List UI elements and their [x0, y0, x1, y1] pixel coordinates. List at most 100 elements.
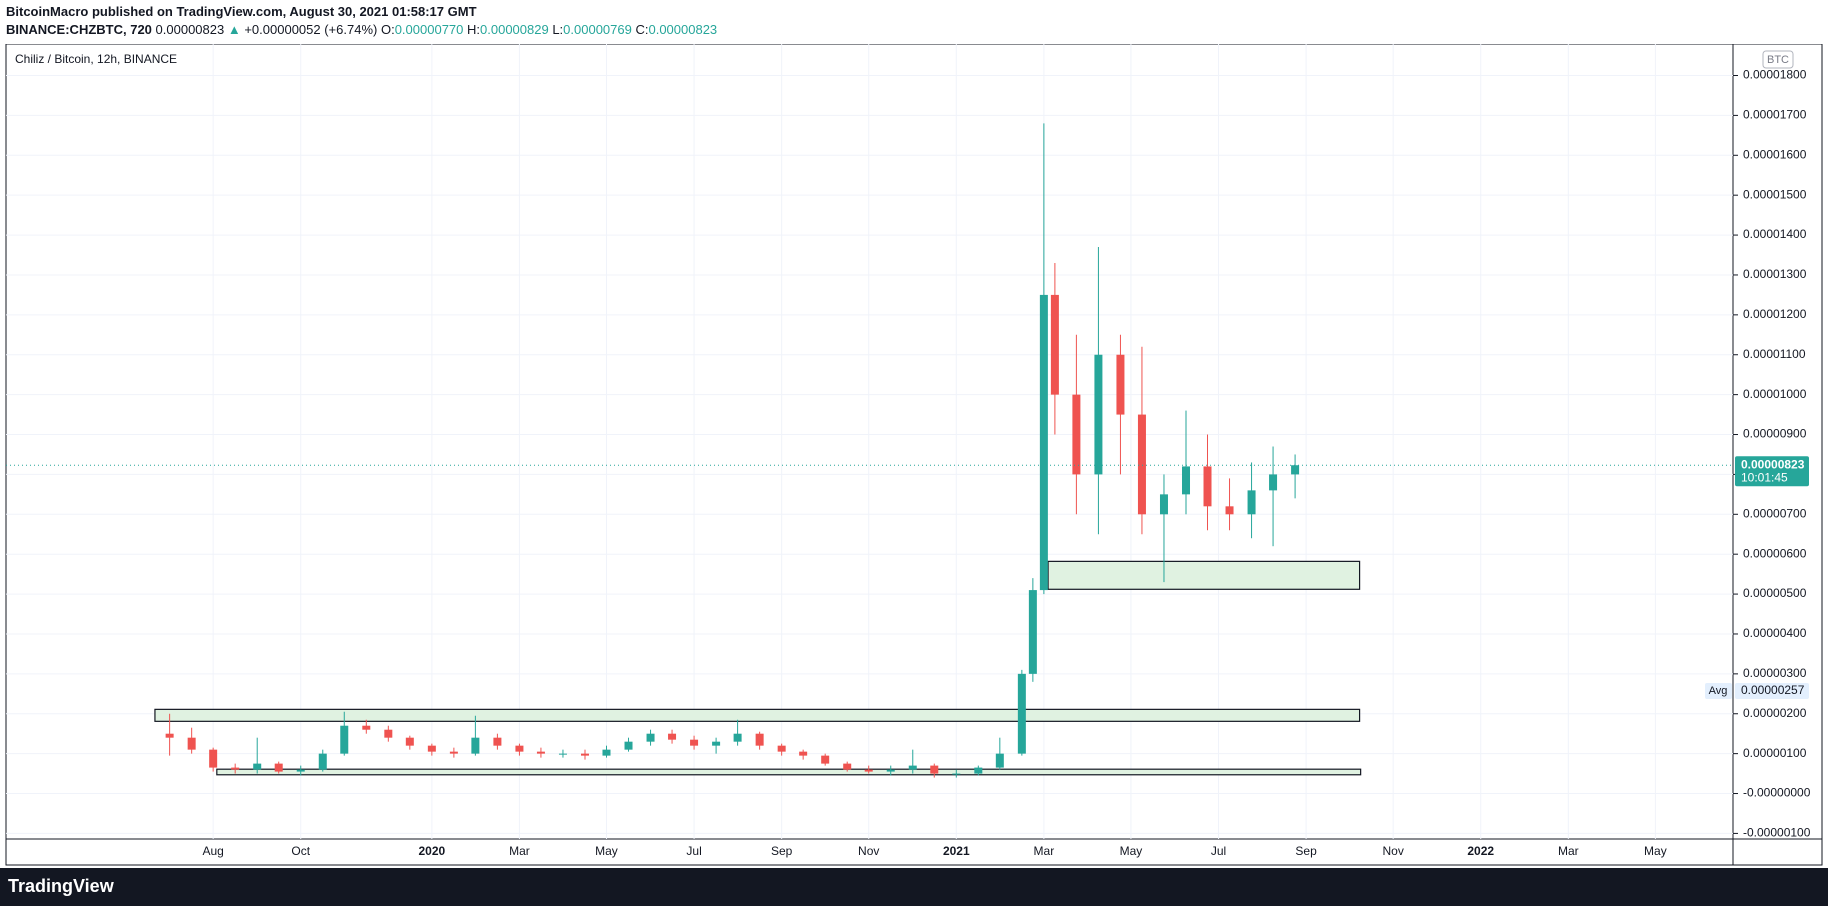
frame — [5, 44, 1823, 866]
o-label: O: — [380, 22, 395, 37]
y-tick-label: 0.00001600 — [1743, 147, 1807, 161]
candle-body — [1159, 494, 1168, 515]
x-tick-label: Aug — [202, 844, 223, 858]
candle-body — [908, 765, 917, 770]
avg-value-label: 0.00000257 — [1741, 683, 1805, 697]
candle-body — [952, 773, 961, 775]
candle-body — [821, 755, 830, 764]
y-tick-label: 0.00001800 — [1743, 68, 1807, 82]
currency-box — [1762, 50, 1794, 69]
candle-body — [558, 753, 567, 755]
candle-body — [733, 733, 742, 742]
candle-body — [646, 733, 655, 742]
candle-body — [187, 737, 196, 750]
candle-body — [296, 769, 305, 772]
avg-tag-label: Avg — [1709, 685, 1728, 697]
x-tick-label: Nov — [1382, 844, 1403, 858]
candle-body — [536, 751, 545, 754]
x-tick-label: May — [595, 844, 618, 858]
candle-body — [318, 753, 327, 770]
avg-value-tag — [1735, 683, 1809, 700]
candle-body — [690, 739, 699, 746]
x-tick-label: Jul — [686, 844, 701, 858]
candle-body — [1203, 466, 1212, 507]
y-tick-label: 0.00001700 — [1743, 108, 1807, 122]
candle-body — [1017, 673, 1026, 754]
y-tick-label: 0.00000900 — [1743, 427, 1807, 441]
candle-body — [1072, 394, 1081, 475]
byline: BitcoinMacro published on TradingView.co… — [6, 4, 477, 19]
candle-body — [231, 767, 240, 770]
y-tick-label: 0.00000500 — [1743, 586, 1807, 600]
candle-body — [515, 745, 524, 752]
candle-body — [1116, 354, 1125, 415]
candle-body — [864, 769, 873, 772]
y-tick-label: 0.00000300 — [1743, 666, 1807, 680]
candle-body — [471, 737, 480, 754]
y-tick-label: 0.00000100 — [1743, 746, 1807, 760]
candle-body — [624, 741, 633, 750]
candle-body — [449, 751, 458, 754]
candle-body — [253, 763, 262, 770]
candle-body — [1225, 506, 1234, 515]
candle-body — [580, 753, 589, 756]
x-tick-label: May — [1644, 844, 1667, 858]
x-tick-label: Oct — [291, 844, 310, 858]
last-price-tag — [1735, 456, 1809, 487]
y-tick-label: 0.00000600 — [1743, 546, 1807, 560]
l-label: L: — [552, 22, 564, 37]
y-tick-label: 0.00000700 — [1743, 506, 1807, 520]
candle-body — [886, 769, 895, 772]
candle-body — [405, 737, 414, 746]
candle-body — [1137, 414, 1146, 515]
candle-body — [1269, 474, 1278, 491]
candle-body — [712, 741, 721, 746]
candle-body — [362, 725, 371, 730]
price: 0.00000823 — [155, 22, 225, 37]
y-tick-label: 0.00001200 — [1743, 307, 1807, 321]
quote: BINANCE:CHZBTC, 720 0.00000823 ▲ +0.0000… — [6, 22, 717, 37]
header: BitcoinMacro published on TradingView.co… — [0, 0, 1828, 44]
zone — [154, 708, 1361, 722]
candle-body — [274, 763, 283, 772]
c-label: C: — [635, 22, 649, 37]
candle-body — [843, 763, 852, 770]
zone — [1047, 560, 1361, 590]
change: +0.00000052 (+6.74%) — [244, 22, 378, 37]
y-tick-label: 0.00000200 — [1743, 706, 1807, 720]
l: 0.00000769 — [563, 22, 632, 37]
x-tick-label: Sep — [771, 844, 793, 858]
candle-body — [427, 745, 436, 752]
y-tick-label: 0.00001300 — [1743, 267, 1807, 281]
candle-body — [777, 745, 786, 752]
currency: BTC — [1767, 54, 1789, 66]
candle-body — [1247, 490, 1256, 515]
x-tick-label: Nov — [858, 844, 879, 858]
last-price-label: 0.00000823 — [1741, 457, 1805, 471]
avg-tag — [1705, 683, 1732, 700]
x-tick-label: 2021 — [943, 844, 970, 858]
candle-body — [930, 765, 939, 774]
c: 0.00000823 — [648, 22, 718, 37]
x-tick-label: Sep — [1295, 844, 1317, 858]
zone — [216, 768, 1362, 776]
candle-body — [995, 753, 1004, 768]
candle-body — [1028, 590, 1037, 674]
candle-body — [1050, 294, 1059, 395]
x-tick-label: Jul — [1211, 844, 1226, 858]
author: BitcoinMacro published on TradingView.co… — [6, 4, 477, 19]
chart: 0.00001800 0.00001700 0.00001600 0.00001500… — [5, 44, 1823, 866]
y-tick-label: 0.00001400 — [1743, 227, 1807, 241]
x-tick-label: 2022 — [1467, 844, 1494, 858]
y-tick-label: 0.00001500 — [1743, 187, 1807, 201]
logo: TradingView — [8, 876, 114, 896]
candle-body — [1094, 354, 1103, 475]
h: 0.00000829 — [480, 22, 549, 37]
y-tick-label: -0.00000000 — [1743, 786, 1811, 800]
x-tick-label: Mar — [1558, 844, 1579, 858]
y-tick-label: 0.00001000 — [1743, 387, 1807, 401]
countdown: 10:01:45 — [1741, 470, 1788, 484]
candle-body — [1182, 466, 1191, 495]
footer: TradingView — [0, 868, 1828, 906]
